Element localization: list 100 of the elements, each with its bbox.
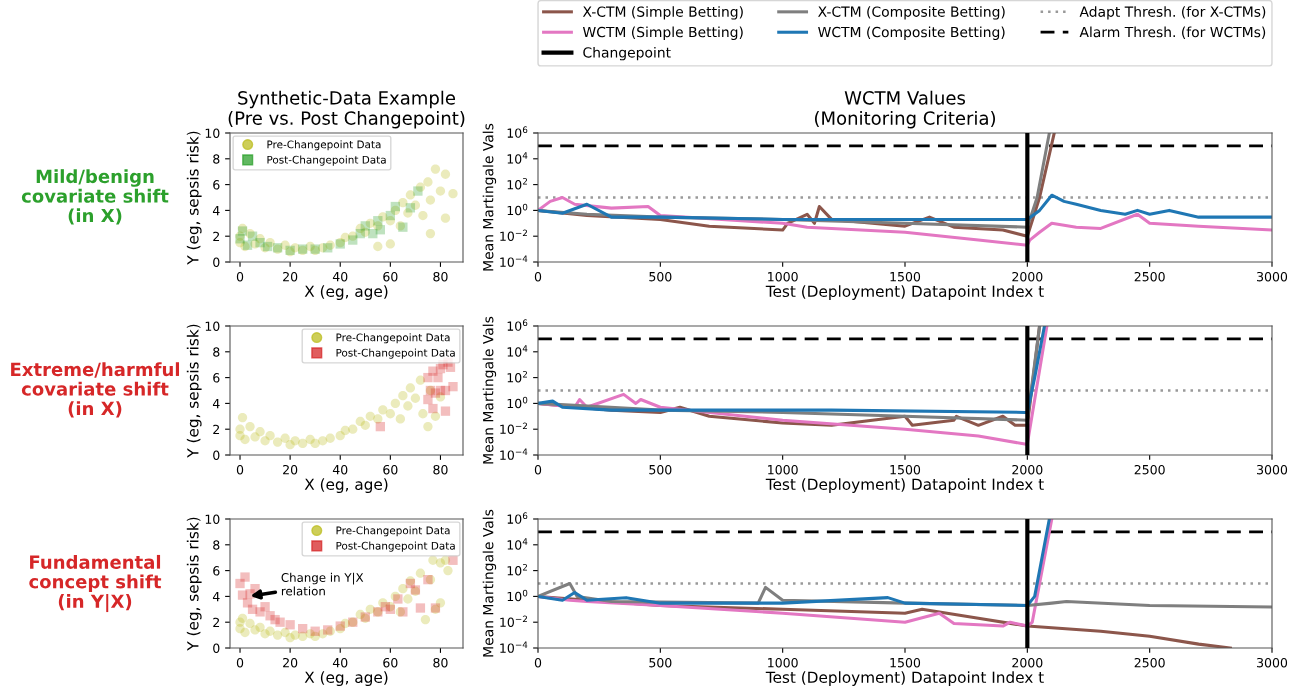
y-tick-label: 6 bbox=[213, 180, 220, 190]
y-tick-label: 10 bbox=[205, 514, 220, 524]
y-tick-label: 10$^{4}$ bbox=[507, 152, 528, 164]
y-axis-title: Mean Martingale Vals bbox=[482, 316, 497, 464]
x-tick-label: 80 bbox=[433, 464, 448, 475]
y-tick-label: 6 bbox=[213, 373, 220, 383]
y-tick-label: 8 bbox=[213, 154, 220, 164]
y-tick-label: 10$^{−4}$ bbox=[500, 448, 528, 460]
x-tick-label: 500 bbox=[649, 464, 672, 475]
y-tick-label: 10$^{0}$ bbox=[507, 589, 528, 602]
text: Mild/benign covariate shift (in X) bbox=[21, 169, 169, 225]
y-axis-title: Y (eg, sepsis risk) bbox=[186, 324, 202, 458]
legend-label: Pre-Changepoint Data bbox=[336, 526, 450, 537]
x-tick-label: 20 bbox=[283, 464, 298, 475]
x-tick-label: 0 bbox=[236, 657, 244, 668]
x-tick-label: 0 bbox=[534, 657, 542, 668]
x-tick-label: 1000 bbox=[768, 657, 798, 668]
x-tick-label: 2500 bbox=[1134, 657, 1165, 668]
y-tick-label: 4 bbox=[212, 399, 220, 409]
x-axis-title: Test (Deployment) Datapoint Index t bbox=[765, 671, 1044, 686]
y-tick-label: 10$^{0}$ bbox=[507, 203, 528, 216]
x-tick-label: 80 bbox=[433, 657, 448, 668]
x-tick-label: 0 bbox=[236, 271, 244, 282]
y-tick-label: 10$^{−4}$ bbox=[500, 641, 528, 653]
x-tick-label: 0 bbox=[534, 271, 542, 282]
y-tick-label: 10$^{0}$ bbox=[507, 396, 528, 409]
x-tick-label: 80 bbox=[433, 271, 448, 282]
x-tick-label: 40 bbox=[332, 657, 348, 668]
y-tick-label: 4 bbox=[212, 592, 220, 602]
x-tick-label: 60 bbox=[383, 657, 398, 668]
x-tick-label: 60 bbox=[383, 271, 398, 282]
legend-label: X-CTM (Simple Betting) bbox=[582, 6, 743, 20]
x-tick-label: 1500 bbox=[890, 657, 921, 668]
y-tick-label: 10 bbox=[205, 128, 220, 138]
legend-label: Pre-Changepoint Data bbox=[267, 140, 381, 151]
x-tick-label: 0 bbox=[534, 464, 542, 475]
x-tick-label: 2500 bbox=[1134, 464, 1165, 475]
legend-label: Alarm Thresh. (for WCTMs) bbox=[1079, 26, 1266, 39]
y-tick-label: 2 bbox=[213, 231, 220, 241]
chart-title: Synthetic-Data Example (Pre vs. Post Changepoint) bbox=[228, 90, 465, 129]
annotation: Change in Y|X relation bbox=[281, 572, 364, 596]
x-tick-label: 1500 bbox=[890, 271, 921, 282]
x-tick-label: 40 bbox=[332, 464, 348, 475]
x-axis-title: Test (Deployment) Datapoint Index t bbox=[765, 478, 1044, 493]
legend-label: X-CTM (Composite Betting) bbox=[818, 6, 1005, 20]
x-tick-label: 40 bbox=[332, 271, 348, 282]
y-tick-label: 8 bbox=[213, 540, 220, 550]
x-tick-label: 1000 bbox=[768, 464, 798, 475]
x-tick-label: 500 bbox=[649, 657, 672, 668]
x-tick-label: 1000 bbox=[768, 271, 798, 282]
y-tick-label: 10$^{6}$ bbox=[507, 512, 528, 524]
legend-label: Post-Changepoint Data bbox=[267, 155, 386, 166]
x-axis-title: Test (Deployment) Datapoint Index t bbox=[765, 285, 1044, 300]
y-tick-label: 10$^{2}$ bbox=[507, 177, 527, 190]
x-tick-label: 3000 bbox=[1257, 271, 1288, 282]
x-tick-label: 20 bbox=[283, 657, 298, 668]
text: Fundamental concept shift (in Y|X) bbox=[29, 554, 162, 613]
x-axis-title: X (eg, age) bbox=[304, 671, 388, 686]
x-tick-label: 3000 bbox=[1257, 464, 1288, 475]
legend-label: Post-Changepoint Data bbox=[336, 348, 455, 359]
y-axis-title: Y (eg, sepsis risk) bbox=[186, 131, 202, 265]
legend-label: Pre-Changepoint Data bbox=[336, 333, 450, 344]
x-tick-label: 3000 bbox=[1257, 657, 1288, 668]
x-axis-title: X (eg, age) bbox=[304, 285, 388, 300]
x-tick-label: 20 bbox=[283, 271, 298, 282]
y-tick-label: 10$^{−2}$ bbox=[500, 615, 527, 628]
y-tick-label: 10$^{−2}$ bbox=[500, 229, 527, 242]
legend-label: Changepoint bbox=[583, 46, 671, 61]
legend-label: WCTM (Composite Betting) bbox=[818, 26, 1005, 40]
y-tick-label: 10 bbox=[205, 321, 220, 331]
y-tick-label: 10$^{2}$ bbox=[507, 370, 527, 383]
y-tick-label: 10$^{6}$ bbox=[507, 319, 528, 331]
text: Extreme/harmful covariate shift (in X) bbox=[11, 362, 180, 418]
y-tick-label: 10$^{4}$ bbox=[507, 345, 528, 357]
y-tick-label: 0 bbox=[213, 257, 220, 267]
x-tick-label: 500 bbox=[649, 271, 672, 282]
y-tick-label: 8 bbox=[213, 347, 220, 357]
x-tick-label: 2000 bbox=[1012, 271, 1043, 282]
y-tick-label: 10$^{6}$ bbox=[507, 126, 528, 138]
legend-label: Adapt Thresh. (for X-CTMs) bbox=[1079, 6, 1266, 20]
y-axis-title: Y (eg, sepsis risk) bbox=[186, 517, 202, 651]
y-tick-label: 6 bbox=[213, 566, 220, 576]
x-tick-label: 2000 bbox=[1012, 464, 1043, 475]
y-axis-title: Mean Martingale Vals bbox=[482, 123, 497, 271]
y-axis-title: Mean Martingale Vals bbox=[482, 509, 497, 657]
y-tick-label: 10$^{2}$ bbox=[507, 563, 527, 576]
y-tick-label: 0 bbox=[213, 643, 220, 653]
y-tick-label: 10$^{−2}$ bbox=[500, 422, 527, 435]
x-tick-label: 2500 bbox=[1134, 271, 1165, 282]
y-tick-label: 10$^{−4}$ bbox=[500, 255, 528, 267]
x-tick-label: 1500 bbox=[890, 464, 921, 475]
x-tick-label: 0 bbox=[236, 464, 244, 475]
chart-title: WCTM Values (Monitoring Criteria) bbox=[814, 90, 996, 129]
y-tick-label: 0 bbox=[213, 450, 220, 460]
legend-label: Post-Changepoint Data bbox=[336, 541, 455, 552]
x-tick-label: 60 bbox=[383, 464, 398, 475]
y-tick-label: 2 bbox=[213, 424, 220, 434]
y-tick-label: 4 bbox=[212, 206, 220, 216]
x-axis-title: X (eg, age) bbox=[304, 478, 388, 493]
x-tick-label: 2000 bbox=[1012, 657, 1043, 668]
